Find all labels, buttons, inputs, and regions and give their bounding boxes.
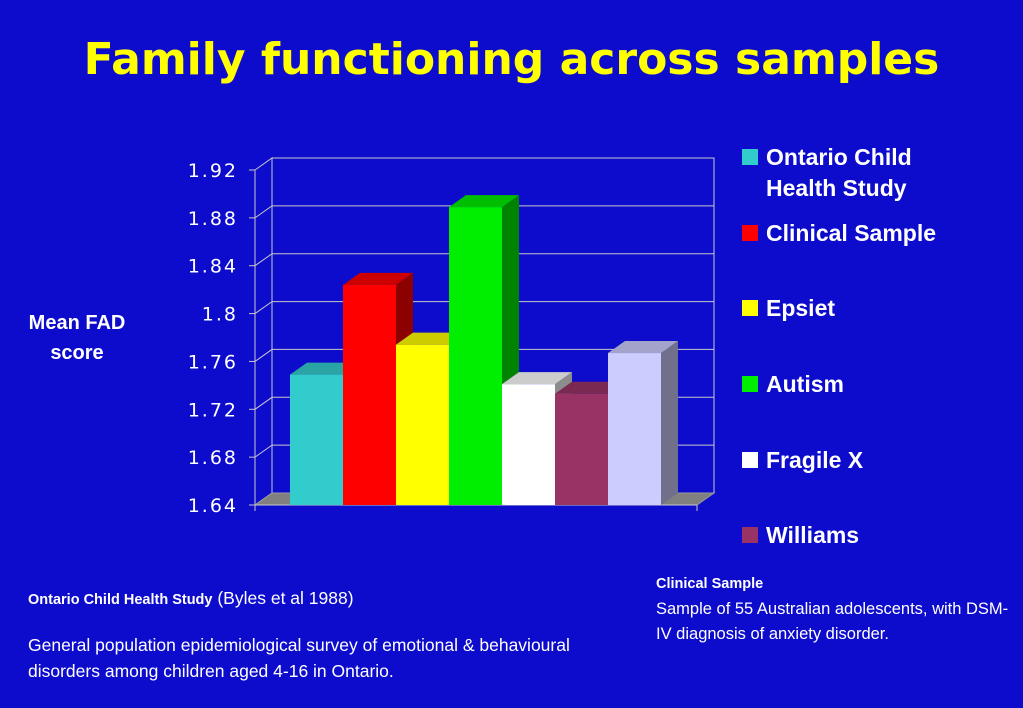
- legend-swatch-autism: [742, 376, 758, 392]
- bar-top: [608, 341, 678, 354]
- gridline: [254, 253, 714, 267]
- bar: [608, 341, 678, 505]
- bar-top: [396, 332, 466, 345]
- y-tick-label: 1.76: [188, 351, 238, 373]
- y-tick-label: 1.92: [188, 160, 238, 182]
- note-clinical-heading: Clinical Sample: [656, 576, 764, 592]
- y-tick-label: 1.8: [202, 304, 238, 326]
- y-tick-label: 1.72: [188, 399, 238, 421]
- bar: [449, 195, 519, 505]
- bar-side: [661, 341, 678, 505]
- legend-label-williams: Williams: [766, 522, 860, 548]
- legend-item-fragile-x: Fragile X: [742, 445, 986, 476]
- y-tick-label: 1.84: [188, 256, 238, 278]
- note-clinical-body: Sample of 55 Australian adolescents, wit…: [656, 600, 1009, 643]
- legend-item-autism: Autism: [742, 369, 986, 400]
- legend-label-fragile-x: Fragile X: [766, 447, 864, 473]
- note-ontario-heading: Ontario Child Health Study: [28, 592, 213, 608]
- bar-front: [449, 207, 502, 505]
- legend-label-autism: Autism: [766, 371, 844, 397]
- y-tick-label: 1.88: [188, 208, 238, 230]
- note-ontario-body: General population epidemiological surve…: [28, 635, 570, 681]
- bar-front: [290, 374, 343, 505]
- legend-swatch-fragile-x: [742, 452, 758, 468]
- bar-front: [343, 284, 396, 505]
- legend-item-ontario: Ontario Child Health Study: [742, 142, 986, 204]
- legend-item-clinical: Clinical Sample: [742, 218, 986, 249]
- chart-side-wall: [254, 157, 273, 506]
- bar-front: [555, 393, 608, 505]
- legend-item-williams: Williams: [742, 520, 986, 551]
- y-tick-label: 1.64: [188, 495, 238, 517]
- legend-item-epsiet: Epsiet: [742, 293, 986, 324]
- bar-front: [396, 344, 449, 505]
- note-ontario-citation: (Byles et al 1988): [217, 588, 354, 608]
- note-ontario: Ontario Child Health Study (Byles et al …: [28, 585, 608, 684]
- legend-label-clinical: Clinical Sample: [766, 220, 937, 246]
- y-tick-label: 1.68: [188, 447, 238, 469]
- bar: [343, 272, 413, 505]
- slide-title: Family functioning across samples: [83, 34, 940, 85]
- gridline: [254, 301, 714, 314]
- legend-swatch-clinical: [742, 225, 758, 241]
- y-axis-label: Mean FAD score: [28, 312, 126, 364]
- legend-label-ontario: Ontario Child Health Study: [766, 144, 912, 201]
- bar-top: [290, 362, 360, 375]
- bar-front: [502, 384, 555, 505]
- legend-swatch-epsiet: [742, 300, 758, 316]
- gridline: [254, 205, 714, 219]
- note-clinical: Clinical Sample Sample of 55 Australian …: [656, 572, 1016, 647]
- legend-label-epsiet: Epsiet: [766, 295, 836, 321]
- gridline: [254, 348, 714, 362]
- bar-top: [502, 372, 572, 385]
- legend-swatch-williams: [742, 527, 758, 543]
- legend-swatch-ontario: [742, 149, 758, 165]
- bar-top: [343, 272, 413, 285]
- bar-top: [555, 381, 625, 394]
- bar-top: [449, 195, 519, 208]
- bar-front: [608, 353, 661, 505]
